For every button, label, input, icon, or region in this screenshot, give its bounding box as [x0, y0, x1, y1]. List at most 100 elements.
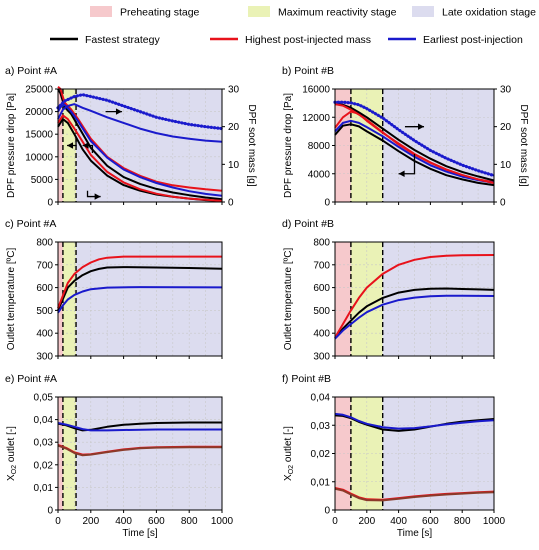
legend-label-strategy: Fastest strategy [85, 34, 160, 46]
series-line [57, 286, 223, 314]
y-tick-label: 700 [313, 260, 330, 271]
y-tick-label: 300 [313, 352, 330, 363]
annotation-arrowhead [418, 123, 425, 130]
y-tick-label: 0,01 [34, 483, 54, 494]
panel-title: c) Point #A [5, 218, 56, 230]
y-tick-label: 25000 [25, 85, 53, 96]
series-markers [333, 100, 496, 178]
y2-tick-label: 10 [228, 160, 240, 171]
stage-band [335, 89, 351, 202]
panel-title: a) Point #A [5, 65, 57, 77]
chart-panel-c: c) Point #A 300 400 500 600 700 800 Outlet temp… [5, 218, 223, 363]
stage-band [58, 89, 63, 202]
chart-panel-f: f) Point #B 0 0,01 0,02 0,03 0,04 0 200 400 600 80… [282, 373, 506, 539]
y-tick-label: 600 [36, 283, 53, 294]
plot-frame [57, 88, 223, 203]
plot-frame [57, 396, 223, 511]
y2-tick-label: 0 [228, 198, 234, 209]
y-tick-label: 16000 [302, 85, 330, 96]
y2-tick-label: 10 [500, 160, 512, 171]
legend-label-stage: Maximum reactivity stage [278, 7, 397, 19]
y2-tick-label: 20 [228, 122, 240, 133]
y-tick-label: 500 [313, 306, 330, 317]
legend-swatch-stage [412, 6, 434, 17]
y2-tick-label: 0 [500, 198, 506, 209]
chart-panel-a: a) Point #A 0 5000 10000 15000 20000 25000 0 10 2… [5, 65, 257, 209]
x-axis-label: Time [s] [397, 528, 432, 539]
series-line [57, 266, 223, 311]
y-tick-label: 0,05 [34, 393, 54, 404]
plot-frame [334, 241, 495, 357]
series-line [57, 421, 222, 432]
x-tick-label: 200 [358, 516, 375, 527]
legend-label-stage: Preheating stage [120, 7, 200, 19]
series-line [334, 487, 495, 502]
annotation-arrowhead [398, 170, 405, 177]
panel-title: e) Point #A [5, 373, 57, 385]
legend: Preheating stage Maximum reactivity stage… [50, 6, 536, 46]
series-line [334, 103, 495, 182]
y-tick-label: 0,04 [311, 393, 331, 404]
y-tick-label: 10000 [25, 152, 53, 163]
y-tick-label: 0,03 [311, 421, 331, 432]
y-tick-label: 600 [313, 283, 330, 294]
y2-axis-label: DPF soot mass [g] [518, 104, 529, 186]
plot-frame [57, 241, 223, 357]
series-line [57, 444, 222, 457]
y-axis-label: XO2 outlet [-] [6, 426, 18, 481]
series-line [57, 103, 223, 197]
legend-label-strategy: Highest post-injected mass [245, 34, 371, 46]
y-tick-label: 700 [36, 260, 53, 271]
x-axis-label: Time [s] [122, 528, 157, 539]
y-tick-label: 0 [47, 506, 53, 517]
legend-label-stage: Late oxidation stage [442, 7, 536, 19]
panel-title: b) Point #B [282, 65, 334, 77]
stage-band [58, 397, 63, 510]
y-tick-label: 0 [324, 198, 330, 209]
chart-panels: a) Point #A05000100001500020000250000102… [5, 65, 529, 539]
legend-label-strategy: Earliest post-injection [423, 34, 523, 46]
series-line [334, 103, 495, 185]
y2-tick-label: 30 [500, 85, 512, 96]
y-axis-label: DPF pressure drop [Pa] [283, 93, 294, 198]
panel-title: f) Point #B [282, 373, 331, 385]
series-line [334, 294, 495, 340]
y2-tick-label: 20 [500, 122, 512, 133]
y-tick-label: 800 [36, 238, 53, 249]
y-axis-label: Outlet temperature [ºC] [6, 247, 17, 350]
series-line [334, 412, 495, 430]
legend-swatch-stage [248, 6, 270, 17]
y-tick-label: 0,02 [34, 460, 54, 471]
series-line [334, 287, 495, 339]
y-tick-label: 0 [47, 198, 53, 209]
y-axis-label: DPF pressure drop [Pa] [6, 93, 17, 198]
series-line [57, 255, 222, 309]
series-line [57, 422, 222, 432]
legend-swatch-stage [90, 6, 112, 17]
y-tick-label: 0,02 [311, 449, 331, 460]
annotation-arrowhead [115, 108, 122, 115]
stage-band [58, 242, 63, 356]
y-tick-label: 15000 [25, 130, 53, 141]
y-tick-label: 500 [36, 306, 53, 317]
series-line [57, 103, 223, 143]
y-tick-label: 20000 [25, 107, 53, 118]
x-tick-label: 400 [390, 516, 407, 527]
y-tick-label: 12000 [302, 113, 330, 124]
chart-panel-e: e) Point #A 0 0,01 0,02 0,03 0,04 0,05 0 200 400 6… [5, 373, 234, 539]
chart-panel-b: b) Point #B 0 4000 8000 12000 16000 0 10 20 30 DPF… [282, 65, 529, 209]
annotation-arrowhead [82, 142, 89, 149]
y-tick-label: 800 [313, 238, 330, 249]
stage-band [76, 242, 222, 356]
y-axis-label: XO2 outlet [-] [283, 426, 295, 481]
y-tick-label: 8000 [308, 141, 331, 152]
series-line [334, 123, 495, 187]
chart-panel-d: d) Point #B 300 400 500 600 700 800 Outlet temp… [282, 218, 495, 363]
x-tick-label: 800 [181, 516, 198, 527]
x-tick-label: 1000 [483, 516, 506, 527]
x-tick-label: 600 [422, 516, 439, 527]
x-tick-label: 200 [82, 516, 99, 527]
series-line [334, 254, 495, 339]
panel-title: d) Point #B [282, 218, 334, 230]
